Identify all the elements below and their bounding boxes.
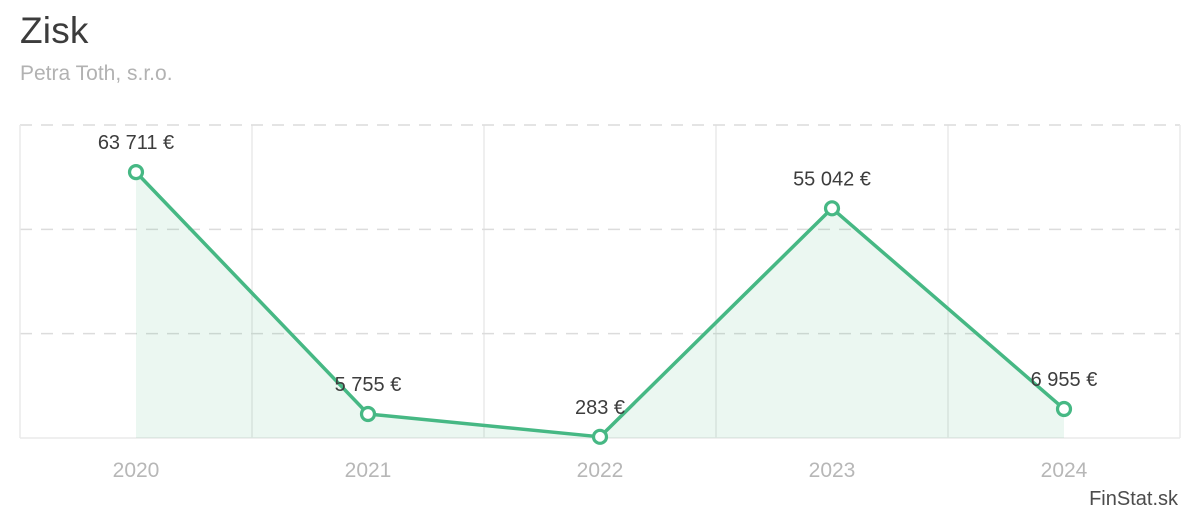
- data-point-marker: [823, 200, 841, 217]
- chart-header: Zisk Petra Toth, s.r.o.: [20, 10, 173, 86]
- finstat-brand-link[interactable]: FinStat.sk: [1089, 488, 1178, 510]
- data-point-marker: [127, 164, 145, 181]
- x-axis-label: 2020: [113, 459, 160, 482]
- x-axis-label: 2023: [809, 459, 856, 482]
- data-point-label: 6 955 €: [1031, 369, 1098, 391]
- data-point-label: 63 711 €: [98, 132, 174, 154]
- x-axis-label: 2024: [1041, 459, 1088, 482]
- data-point-marker: [359, 405, 377, 423]
- series-area: [136, 172, 1064, 438]
- data-point-label: 55 042 €: [793, 168, 871, 190]
- company-name: Petra Toth, s.r.o.: [20, 61, 173, 85]
- data-point-label: 283 €: [575, 397, 625, 419]
- x-axis-label: 2022: [577, 459, 624, 482]
- data-point-label: 5 755 €: [335, 374, 402, 396]
- data-point-marker: [591, 428, 609, 445]
- data-point-marker: [1055, 400, 1073, 418]
- x-axis-label: 2021: [345, 459, 392, 482]
- chart-title: Zisk: [20, 10, 89, 51]
